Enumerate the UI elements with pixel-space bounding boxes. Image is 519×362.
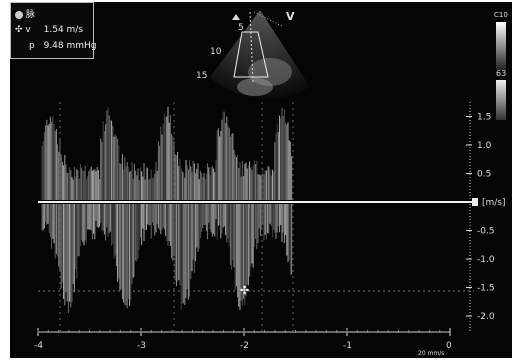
gray-bar-title: C10 [494, 11, 508, 19]
time-tick-label: -2 [240, 341, 249, 351]
mode-row: 脉 [15, 7, 35, 20]
velocity-label: v [25, 25, 31, 35]
gray-scale-bar [496, 22, 506, 70]
depth-label-10: 10 [210, 47, 222, 57]
velocity-scale: 1.5 1.0 0.5 -0.5 -1.0 -1.5 -2.0 [466, 102, 495, 332]
baseline-marker [472, 198, 478, 206]
sector-view-label: V [286, 10, 295, 23]
velocity-row: ✣ v 1.54 m/s [15, 25, 83, 35]
pressure-row: p 9.48 mmHg [29, 41, 97, 51]
velocity-tick-label: -2.0 [477, 312, 495, 322]
pressure-value: 9.48 mmHg [43, 41, 97, 51]
gray-bar-value: 63 [496, 69, 506, 78]
time-tick-label: -4 [34, 341, 43, 351]
depth-label-15: 15 [196, 71, 207, 81]
sector-marker-icon [232, 14, 240, 20]
mode-icon [15, 10, 23, 19]
pressure-label: p [29, 41, 35, 51]
measurement-cursor-icon[interactable]: ✣ [240, 284, 249, 297]
velocity-tick-label: -1.5 [477, 284, 495, 294]
time-tick-label: -1 [343, 341, 352, 351]
velocity-tick-label: -0.5 [477, 227, 495, 237]
time-tick-label: -3 [137, 341, 146, 351]
color-scale-bar [496, 80, 506, 120]
velocity-unit: [m/s] [482, 198, 506, 208]
doppler-graphics: 5 10 15 V C10 63 [m/s] ✣ 1.5 1.0 0.5 -0.5 -1… [34, 10, 508, 357]
velocity-tick-label: 1.5 [477, 113, 491, 123]
time-tick-label: 0 [446, 341, 452, 351]
velocity-tick-label: 1.0 [477, 141, 492, 151]
time-axis: -4 -3 -2 -1 0 [34, 102, 452, 351]
mode-label: 脉 [25, 10, 35, 20]
velocity-tick-label: -1.0 [477, 255, 495, 265]
doppler-display: 脉 ✣ v 1.54 m/s p 9.48 mmHg [10, 2, 512, 358]
echo-sector-thumbnail [210, 10, 310, 99]
measurement-panel: 脉 ✣ v 1.54 m/s p 9.48 mmHg [10, 2, 97, 59]
crosshair-icon: ✣ [15, 25, 23, 35]
velocity-value: 1.54 m/s [43, 25, 84, 35]
sweep-speed-label: 20 mm/s [418, 350, 444, 357]
velocity-tick-label: 0.5 [477, 170, 491, 180]
depth-label-5: 5 [238, 23, 244, 33]
doppler-spectrum [41, 106, 293, 314]
